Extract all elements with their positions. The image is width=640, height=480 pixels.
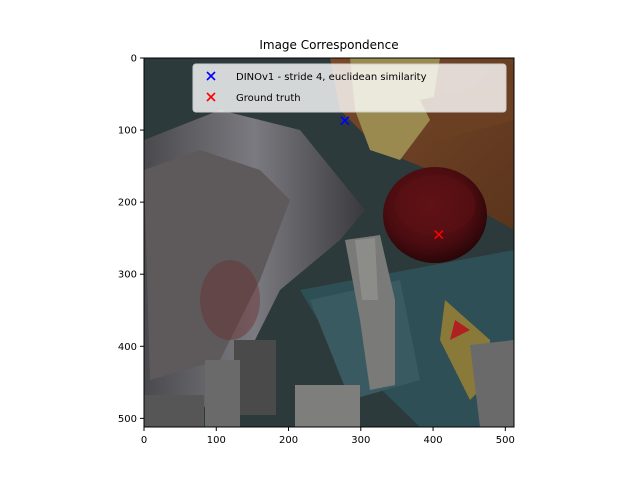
marker-ground-truth [434,230,444,240]
legend-label: DINOv1 - stride 4, euclidean similarity [236,72,427,83]
y-tick-label: 400 [118,342,137,353]
x-tick-label: 400 [424,435,443,446]
x-tick-label: 500 [496,435,515,446]
plot-frame [143,57,515,428]
x-tick-label: 200 [279,435,298,446]
x-axis: 0 100 200 300 400 500 [141,427,515,446]
x-tick-label: 300 [351,435,370,446]
marker-prediction [340,116,350,126]
legend: DINOv1 - stride 4, euclidean similarity G… [192,63,507,113]
y-tick-label: 500 [118,414,137,425]
chart-title: Image Correspondence [259,38,398,52]
legend-label: Ground truth [236,93,301,104]
legend-box [192,63,507,113]
x-tick-label: 0 [141,435,147,446]
y-tick-label: 0 [131,54,137,65]
y-tick-label: 100 [118,126,137,137]
y-tick-label: 200 [118,198,137,209]
x-tick-label: 100 [207,435,226,446]
scatter-markers [340,116,444,240]
y-axis: 0 100 200 300 400 500 [118,54,144,425]
background-image [144,58,514,427]
legend-marker-0 [206,71,216,81]
y-tick-label: 300 [118,270,137,281]
legend-marker-1 [206,92,216,102]
